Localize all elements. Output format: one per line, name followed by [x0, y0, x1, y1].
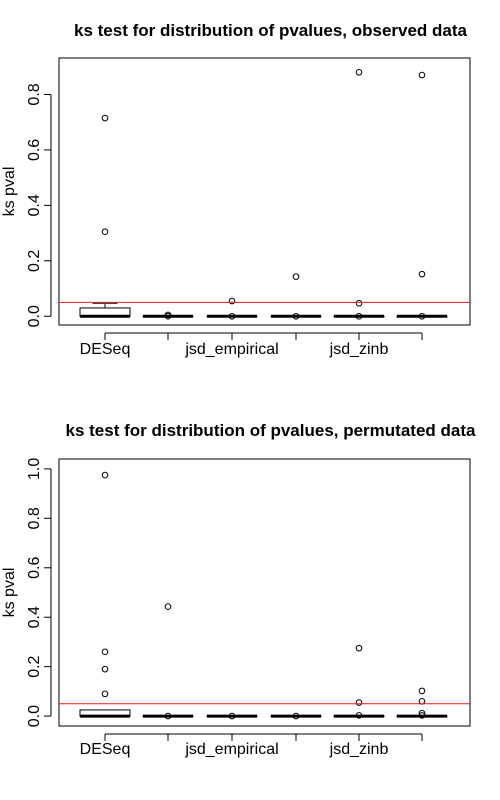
chart-panel-2: ks test for distribution of pvalues, per… [1, 421, 476, 758]
y-tick-label: 0.0 [26, 705, 43, 727]
outlier-point [418, 697, 426, 705]
x-category-label: jsd_empirical [184, 741, 278, 758]
box-group-5 [333, 68, 385, 320]
y-axis-title: ks pval [1, 568, 18, 618]
box-group-1 [79, 114, 131, 318]
outlier-point [355, 68, 363, 76]
y-tick-label: 0.4 [26, 606, 43, 628]
outlier-point [418, 312, 426, 320]
outlier-point [228, 297, 236, 305]
x-category-label: jsd_empirical [184, 341, 278, 358]
x-category-label: jsd_zinb [329, 741, 389, 758]
y-tick-label: 0.6 [26, 557, 43, 579]
y-tick-label: 0.0 [26, 305, 43, 327]
outlier-point [101, 114, 109, 122]
outlier-point [292, 273, 300, 280]
outlier-point [418, 709, 426, 717]
outlier-point [355, 699, 363, 706]
box-group-3 [206, 712, 258, 720]
x-category-label: DESeq [80, 341, 131, 358]
outlier-point [164, 712, 172, 720]
chart-panel-1: ks test for distribution of pvalues, obs… [1, 21, 471, 358]
outlier-point [355, 712, 363, 719]
plot-frame [58, 57, 471, 326]
box-group-3 [206, 297, 258, 320]
outlier-point [355, 299, 363, 307]
outlier-point [228, 312, 236, 320]
outlier-point [101, 228, 109, 236]
outlier-point [101, 690, 109, 698]
y-axis-title: ks pval [1, 167, 18, 217]
box-group-6 [396, 71, 448, 320]
box-group-4 [270, 712, 322, 720]
chart-title: ks test for distribution of pvalues, obs… [74, 21, 468, 40]
outlier-point [418, 687, 426, 695]
outlier-point [292, 312, 300, 320]
outlier-point [164, 311, 172, 319]
box-group-1 [79, 471, 131, 718]
y-tick-label: 0.4 [26, 194, 43, 216]
y-tick-label: 0.6 [26, 139, 43, 161]
y-tick-label: 0.8 [26, 507, 43, 529]
outlier-point [101, 471, 109, 479]
y-tick-label: 1.0 [26, 458, 43, 480]
outlier-point [164, 603, 172, 610]
outlier-point [418, 270, 426, 278]
box-group-5 [333, 644, 385, 719]
box-group-4 [270, 273, 322, 320]
outlier-point [418, 712, 426, 719]
y-tick-label: 0.2 [26, 655, 43, 677]
box-group-2 [142, 311, 194, 320]
outlier-point [355, 644, 363, 652]
y-tick-label: 0.8 [26, 83, 43, 105]
x-category-label: DESeq [80, 741, 131, 758]
box-group-6 [396, 687, 448, 719]
box-group-2 [142, 603, 194, 720]
x-category-label: jsd_zinb [329, 341, 389, 358]
outlier-point [355, 312, 363, 320]
chart-title: ks test for distribution of pvalues, per… [66, 421, 476, 440]
outlier-point [418, 71, 426, 79]
plot-frame [58, 458, 471, 727]
outlier-point [292, 712, 300, 720]
y-tick-label: 0.2 [26, 250, 43, 272]
outlier-point [101, 648, 109, 656]
outlier-point [228, 712, 236, 720]
outlier-point [101, 665, 109, 673]
